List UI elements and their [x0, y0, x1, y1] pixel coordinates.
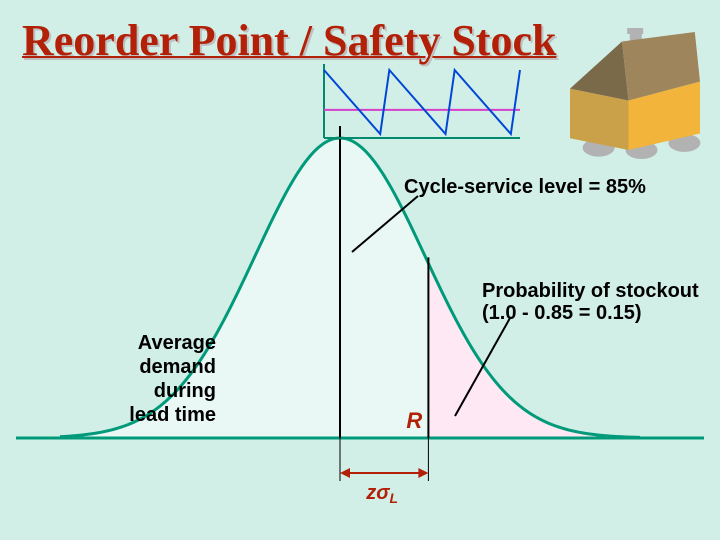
caption-stockout-line1: Probability of stockout: [482, 280, 699, 303]
caption-avg-demand-4: lead time: [129, 404, 216, 427]
caption-stockout-line2: (1.0 - 0.85 = 0.15): [482, 302, 642, 325]
slide-title: Reorder Point / Safety Stock: [22, 18, 556, 64]
slide-svg: RzσL: [0, 0, 720, 540]
caption-avg-demand-2: demand: [139, 356, 216, 379]
caption-avg-demand-1: Average: [138, 332, 216, 355]
reorder-point-label: R: [406, 408, 422, 433]
caption-avg-demand-3: during: [154, 380, 216, 403]
caption-cycle-service: Cycle-service level = 85%: [404, 176, 646, 199]
